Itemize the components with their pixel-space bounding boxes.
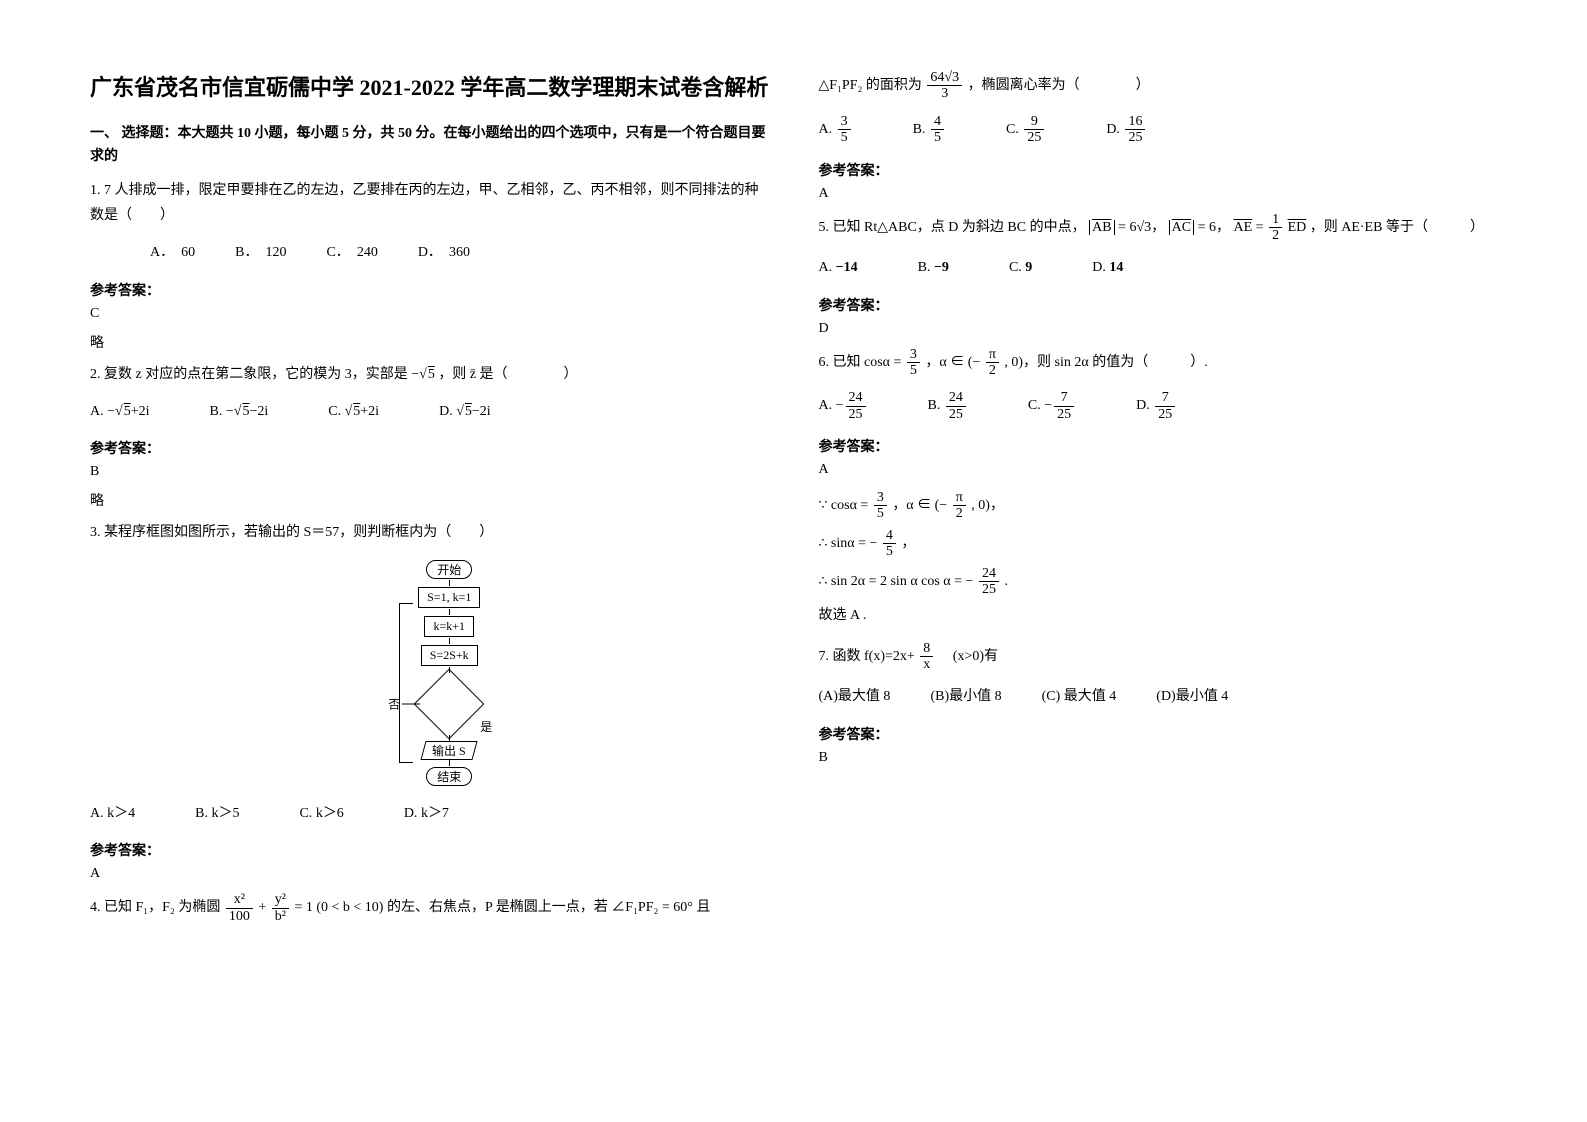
flow-line — [449, 609, 450, 615]
q1-options: A． 60 B． 120 C． 240 D． 360 — [150, 240, 769, 265]
flow-loop-line — [399, 603, 413, 763]
q4-ans-label: 参考答案： — [819, 160, 1498, 180]
q1-opt-d: D． 360 — [418, 240, 470, 265]
q1-opt-c: C． 240 — [326, 240, 377, 265]
flow-line — [449, 580, 450, 586]
q6-ans-label: 参考答案： — [819, 436, 1498, 456]
q2-opt-a: A. −√5+2i — [90, 399, 150, 424]
q3-opt-d: D. k＞7 — [404, 801, 449, 826]
q3-answer: A — [90, 866, 769, 882]
q2-opt-b: B. −√5−2i — [210, 399, 269, 424]
flow-yes: 是 — [480, 718, 492, 735]
q7-opt-d: (D)最小值 4 — [1156, 684, 1228, 709]
q7-opt-b: (B)最小值 8 — [930, 684, 1001, 709]
q1-ans-note: 略 — [90, 332, 769, 352]
q6-options: A. −2425 B. 2425 C. −725 D. 725 — [819, 390, 1498, 422]
q4-area-frac: 64√33 — [927, 70, 962, 102]
q5-ab: AB — [1089, 220, 1114, 235]
q5-opt-b: B. −9 — [918, 255, 949, 280]
q5-text: 5. 已知 Rt△ABC，点 D 为斜边 BC 的中点， AB = 6√3， A… — [819, 212, 1498, 244]
right-column: △F₁PF₂ 的面积为 64√33 ，椭圆离心率为（ ） A. 35 B. 45… — [819, 70, 1498, 1082]
q6-opt-d: D. 725 — [1136, 390, 1177, 422]
q4-frac1: x²100 — [226, 892, 253, 924]
q4-opt-c: C. 925 — [1006, 114, 1046, 146]
doc-title: 广东省茂名市信宜砺儒中学 2021-2022 学年高二数学理期末试卷含解析 — [90, 70, 769, 105]
q4-opt-a: A. 35 — [819, 114, 853, 146]
q5-ac: AC — [1169, 220, 1194, 235]
q1-text: 1. 7 人排成一排，限定甲要排在乙的左边，乙要排在丙的左边，甲、乙相邻，乙、丙… — [90, 178, 769, 228]
flow-decision-row: 否 是 — [424, 673, 474, 735]
q7-text: 7. 函数 f(x)=2x+ 8x (x>0)有 — [819, 641, 1498, 673]
q1-answer: C — [90, 306, 769, 322]
q3-opt-a: A. k＞4 — [90, 801, 135, 826]
q6-opt-b: B. 2425 — [928, 390, 968, 422]
q3-opt-c: C. k＞6 — [299, 801, 343, 826]
q2-ans-label: 参考答案： — [90, 438, 769, 458]
q6-opt-c: C. −725 — [1028, 390, 1076, 422]
q5-ans-label: 参考答案： — [819, 295, 1498, 315]
flow-start: 开始 — [426, 560, 472, 579]
q1-ans-label: 参考答案： — [90, 280, 769, 300]
q2-ans-note: 略 — [90, 490, 769, 510]
q7-ans-label: 参考答案： — [819, 724, 1498, 744]
flow-line — [449, 760, 450, 766]
q1-opt-b: B． 120 — [235, 240, 286, 265]
q6-opt-a: A. −2425 — [819, 390, 868, 422]
q4-text-1: 4. 已知 F₁，F₂ 为椭圆 x²100 + y²b² = 1 (0 < b … — [90, 892, 769, 924]
q6-work-3: ∴ sin 2α = 2 sin α cos α = − 2425 . — [819, 566, 1498, 598]
q4-frac2: y²b² — [272, 892, 289, 924]
q5-opt-a: A. −14 — [819, 255, 858, 280]
q3-flowchart: 开始 S=1, k=1 k=k+1 S=2S+k 否 是 输出 S 结束 — [130, 559, 769, 787]
q2-answer: B — [90, 464, 769, 480]
q4-text-2: △F₁PF₂ 的面积为 64√33 ，椭圆离心率为（ ） — [819, 70, 1498, 102]
q4-options: A. 35 B. 45 C. 925 D. 1625 — [819, 114, 1498, 146]
q2-options: A. −√5+2i B. −√5−2i C. √5+2i D. √5−2i — [90, 399, 769, 424]
q7-opt-a: (A)最大值 8 — [819, 684, 891, 709]
q7-opt-c: (C) 最大值 4 — [1042, 684, 1117, 709]
q5-opt-d: D. 14 — [1092, 255, 1123, 280]
q6-text: 6. 已知 cosα = 35 ，α ∈ (− π2 , 0)，则 sin 2α… — [819, 347, 1498, 379]
q7-options: (A)最大值 8 (B)最小值 8 (C) 最大值 4 (D)最小值 4 — [819, 684, 1498, 709]
q5-answer: D — [819, 321, 1498, 337]
q4-opt-b: B. 45 — [913, 114, 946, 146]
section-1-heading: 一、 选择题：本大题共 10 小题，每小题 5 分，共 50 分。在每小题给出的… — [90, 123, 769, 168]
q2-opt-d: D. √5−2i — [439, 399, 491, 424]
flow-b1: S=1, k=1 — [418, 587, 480, 608]
flow-b2: k=k+1 — [424, 616, 474, 637]
q2-realpart: −√5 — [411, 367, 435, 382]
q2-opt-c: C. √5+2i — [328, 399, 379, 424]
q5-opt-c: C. 9 — [1009, 255, 1032, 280]
q1-opt-a: A． 60 — [150, 240, 195, 265]
flow-line — [449, 638, 450, 644]
flow-end: 结束 — [426, 767, 472, 786]
q6-work-1: ∵ cosα = 35 ，α ∈ (− π2 , 0)， — [819, 490, 1498, 522]
left-column: 广东省茂名市信宜砺儒中学 2021-2022 学年高二数学理期末试卷含解析 一、… — [90, 70, 769, 1082]
q4-answer: A — [819, 186, 1498, 202]
q6-work-4: 故选 A . — [819, 603, 1498, 628]
q3-text: 3. 某程序框图如图所示，若输出的 S＝57，则判断框内为（ ） — [90, 520, 769, 545]
q3-options: A. k＞4 B. k＞5 C. k＞6 D. k＞7 — [90, 801, 769, 826]
q3-ans-label: 参考答案： — [90, 840, 769, 860]
q4-opt-d: D. 1625 — [1106, 114, 1147, 146]
q5-options: A. −14 B. −9 C. 9 D. 14 — [819, 255, 1498, 280]
q3-opt-b: B. k＞5 — [195, 801, 239, 826]
flow-b3: S=2S+k — [421, 645, 478, 666]
flow-output: 输出 S — [421, 741, 478, 760]
q7-answer: B — [819, 750, 1498, 766]
q2-text: 2. 复数 z 对应的点在第二象限，它的模为 3，实部是 −√5 ，则 z̄ 是… — [90, 362, 769, 387]
flow-diamond — [414, 669, 485, 740]
q6-answer: A — [819, 462, 1498, 478]
q6-work-2: ∴ sinα = − 45 ， — [819, 528, 1498, 560]
